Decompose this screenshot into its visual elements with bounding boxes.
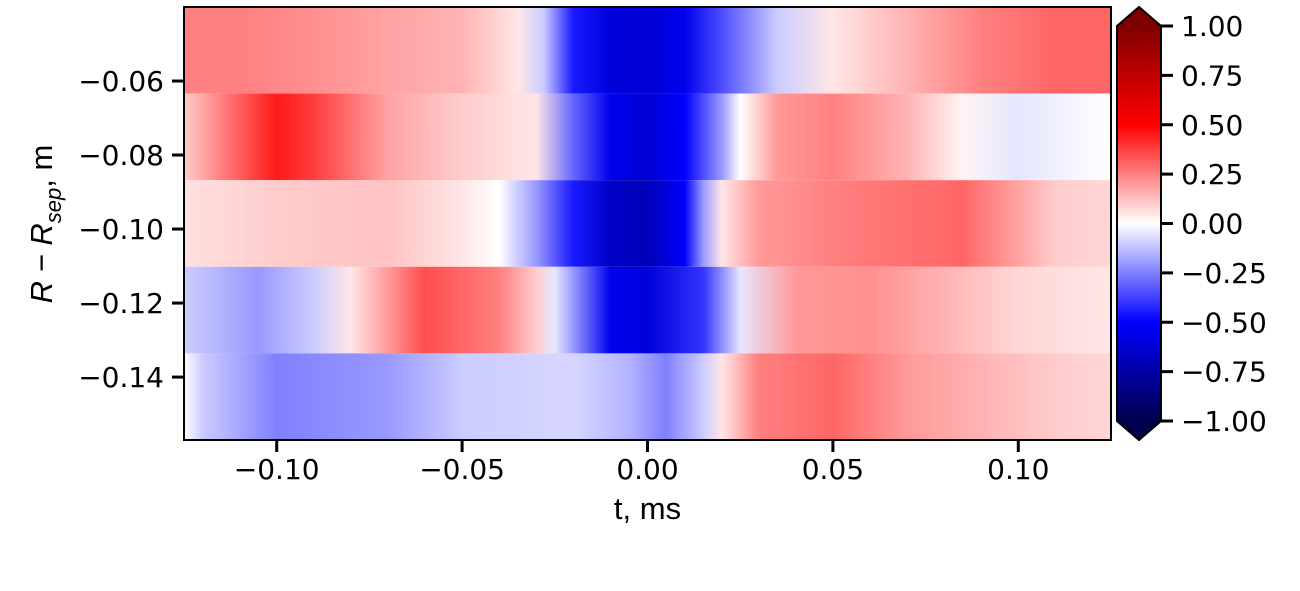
- y-axis-label-main: R − R: [24, 223, 59, 303]
- x-tick-label-1: −0.10: [234, 453, 320, 486]
- heatmap-row-1: [184, 7, 1111, 94]
- colorbar-tick-label-4: 0.25: [1181, 158, 1243, 191]
- y-tick-label-5: −0.14: [78, 361, 164, 394]
- y-tick-label-1: −0.06: [78, 65, 164, 98]
- x-tick-label-4: 0.05: [802, 453, 864, 486]
- heatmap-row-4: [184, 266, 1111, 354]
- colorbar-tick-label-7: −0.50: [1181, 306, 1267, 339]
- y-axis: −0.06 −0.08 −0.10 −0.12 −0.14: [78, 65, 184, 394]
- colorbar-tick-label-1: 1.00: [1181, 10, 1243, 43]
- x-axis-label: t, ms: [614, 491, 681, 526]
- y-axis-label-subscript: sep: [41, 188, 66, 223]
- y-tick-label-2: −0.08: [78, 139, 164, 172]
- colorbar-tick-label-8: −0.75: [1181, 356, 1267, 389]
- x-tick-label-3: 0.00: [616, 453, 678, 486]
- colorbar-tick-label-2: 0.75: [1181, 59, 1243, 92]
- colorbar: 1.00 0.75 0.50 0.25 0.00 −0.25 −0.50 −0.75 −1.00: [1116, 5, 1267, 442]
- x-tick-label-2: −0.05: [419, 453, 505, 486]
- heatmap-row-2: [184, 93, 1111, 181]
- colorbar-tick-label-6: −0.25: [1181, 257, 1267, 290]
- x-axis: −0.10 −0.05 0.00 0.05 0.10: [234, 440, 1049, 486]
- colorbar-extend-min: [1117, 421, 1161, 440]
- y-axis-label-suffix: , m: [24, 145, 59, 188]
- y-tick-label-4: −0.12: [78, 287, 164, 320]
- heatmap-rows: [184, 7, 1111, 440]
- colorbar-extend-max: [1117, 7, 1161, 26]
- colorbar-tick-label-3: 0.50: [1181, 109, 1243, 142]
- heatmap-row-5: [184, 353, 1111, 440]
- colorbar-tick-label-5: 0.00: [1181, 208, 1243, 241]
- colorbar-tick-label-9: −1.00: [1181, 405, 1267, 438]
- x-tick-label-5: 0.10: [987, 453, 1049, 486]
- y-axis-label: R − Rsep, m: [24, 145, 66, 304]
- y-tick-label-3: −0.10: [78, 213, 164, 246]
- heatmap-row-3: [184, 180, 1111, 267]
- colorbar-ticks: 1.00 0.75 0.50 0.25 0.00 −0.25 −0.50 −0.75 −1.00: [1161, 10, 1267, 438]
- colorbar-gradient: [1117, 26, 1161, 421]
